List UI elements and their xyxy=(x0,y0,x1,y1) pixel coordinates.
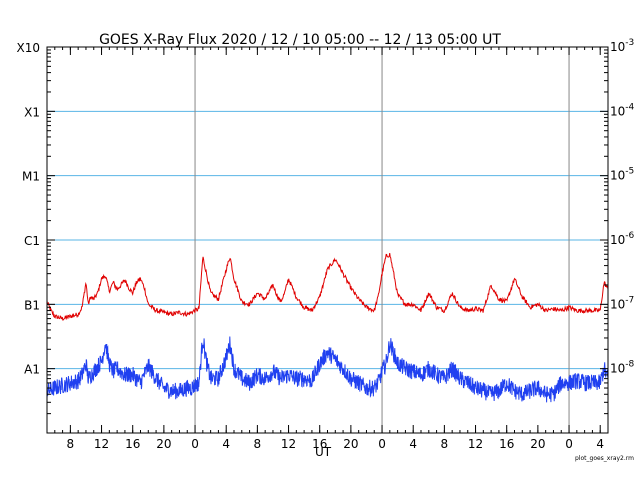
y-class-label: B1 xyxy=(24,298,40,312)
y-class-label: C1 xyxy=(24,234,40,248)
y-power-label: 10-3 xyxy=(610,38,634,54)
x-tick-label: 8 xyxy=(67,437,75,451)
x-tick-label: 4 xyxy=(596,437,604,451)
x-tick-label: 20 xyxy=(530,437,545,451)
y-class-label: X10 xyxy=(17,41,41,55)
x-tick-label: 12 xyxy=(468,437,483,451)
y-power-label: 10-6 xyxy=(610,231,635,247)
y-class-label: M1 xyxy=(22,170,40,184)
footer-note: plot_goes_xray2.rm xyxy=(575,455,634,462)
x-tick-label: 16 xyxy=(125,437,140,451)
y-class-label: X1 xyxy=(24,105,40,119)
y-power-exponent: -6 xyxy=(625,231,634,241)
y-power-label: 10-8 xyxy=(610,360,635,376)
x-tick-label: 0 xyxy=(565,437,573,451)
x-tick-label: 16 xyxy=(312,437,327,451)
x-tick-label: 16 xyxy=(499,437,514,451)
x-tick-label: 0 xyxy=(191,437,199,451)
x-tick-label: 20 xyxy=(156,437,171,451)
axis-layer xyxy=(46,46,609,434)
y-power-exponent: -8 xyxy=(625,360,634,370)
y-power-label: 10-5 xyxy=(610,167,634,183)
series-line xyxy=(46,252,609,321)
series-layer xyxy=(46,252,609,403)
x-tick-label: 0 xyxy=(378,437,386,451)
y-power-label: 10-7 xyxy=(610,295,634,311)
y-power-exponent: -4 xyxy=(625,102,634,112)
grid-layer xyxy=(47,47,608,433)
y-power-exponent: -3 xyxy=(625,38,634,48)
x-tick-label: 4 xyxy=(409,437,417,451)
label-layer: 8 12 16 20 0 4 8 12 16 20 0 4 8 12 16 20 0 4 X10 X1 M1 C1 B1 A1… xyxy=(17,38,635,451)
y-power-exponent: -5 xyxy=(625,167,634,177)
y-power-exponent: -7 xyxy=(625,295,634,305)
x-tick-label: 8 xyxy=(254,437,262,451)
y-class-label: A1 xyxy=(24,363,40,377)
y-power-label: 10-4 xyxy=(610,102,635,118)
x-tick-label: 20 xyxy=(343,437,358,451)
x-axis-label: UT xyxy=(315,445,332,459)
x-tick-label: 12 xyxy=(94,437,109,451)
series-line xyxy=(46,336,609,403)
x-tick-label: 12 xyxy=(281,437,296,451)
x-tick-label: 8 xyxy=(441,437,449,451)
x-tick-label: 4 xyxy=(222,437,230,451)
chart-title: GOES X-Ray Flux 2020 / 12 / 10 05:00 -- … xyxy=(99,32,501,48)
